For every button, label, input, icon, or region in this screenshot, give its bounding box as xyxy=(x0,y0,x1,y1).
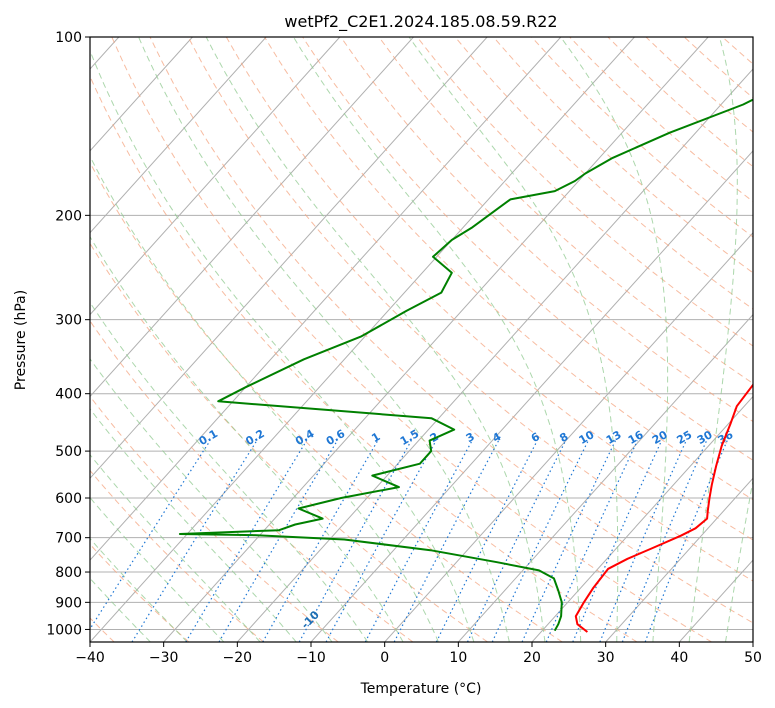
dry-adiabat-10 xyxy=(90,242,488,642)
isotherm--30 xyxy=(163,37,709,642)
isotherm-30 xyxy=(605,477,753,642)
x-tick-label: 30 xyxy=(597,650,615,666)
isotherm--100 xyxy=(90,37,193,152)
x-tick-label: −20 xyxy=(223,650,253,666)
y-tick-label: 100 xyxy=(55,30,82,46)
plot-area: -10 0.1 0.2 0.4 0.6 1 1.5 2 3 4 6 8 10 13 16 20 25 30 36 xyxy=(90,37,753,642)
moist-adiabat-15 xyxy=(138,37,510,642)
dry-adiabat--20 xyxy=(90,469,264,642)
moist-adiabat--20 xyxy=(90,453,261,642)
moist-adiabat-45 xyxy=(725,477,753,642)
x-tick-label: −40 xyxy=(75,650,105,666)
y-tick-label: 700 xyxy=(55,531,82,547)
mixing-ratio-lines xyxy=(90,440,728,642)
dry-adiabat-120 xyxy=(416,37,753,347)
moist-adiabat-20 xyxy=(205,37,546,642)
y-tick-label: 500 xyxy=(55,444,82,460)
mixing-ratio-line-6 xyxy=(435,440,538,642)
isotherm--60 xyxy=(90,37,488,480)
moist-adiabat--10 xyxy=(90,358,333,642)
y-tick-label: 800 xyxy=(55,565,82,581)
moist-adiabat--5 xyxy=(90,301,369,642)
mixing-ratio-line-36 xyxy=(644,440,728,642)
dry-adiabat-40 xyxy=(111,37,712,642)
moist-adiabat-40 xyxy=(688,37,738,642)
skewed-isotherm-gridlines xyxy=(90,37,753,642)
temperature-profile xyxy=(574,383,753,633)
x-tick-label: 50 xyxy=(744,650,762,666)
y-axis: 100 200 300 400 500 600 700 800 900 1000 xyxy=(46,30,90,638)
x-tick-label: −30 xyxy=(149,650,179,666)
y-tick-label: 300 xyxy=(55,313,82,329)
x-tick-label: 10 xyxy=(449,650,467,666)
y-tick-label: 600 xyxy=(55,491,82,507)
isotherm--80 xyxy=(90,37,341,316)
x-tick-label: 20 xyxy=(523,650,541,666)
x-tick-label: 0 xyxy=(380,650,389,666)
x-tick-label: −10 xyxy=(296,650,326,666)
sounding-profiles xyxy=(178,98,753,633)
mixing-ratio-line-8 xyxy=(466,440,567,642)
y-tick-label: 200 xyxy=(55,208,82,224)
mixing-ratio-line-10 xyxy=(491,440,589,642)
dry-adiabat-50 xyxy=(149,37,753,624)
mixing-ratio-line-4 xyxy=(393,440,500,642)
y-axis-label: Pressure (hPa) xyxy=(13,290,29,390)
dry-adiabat--30 xyxy=(90,543,190,642)
y-tick-label: 900 xyxy=(55,595,82,611)
mixing-ratio-line-2 xyxy=(325,440,437,642)
dewpoint-profile xyxy=(178,98,753,632)
isotherm--90 xyxy=(90,37,267,234)
isotherm--40 xyxy=(90,37,635,642)
mixing-ratio-line-0.6 xyxy=(218,440,338,642)
moist-adiabats xyxy=(90,37,753,642)
mixing-ratio-line-3 xyxy=(364,440,473,642)
isotherm--70 xyxy=(90,37,414,398)
isotherm--10 xyxy=(310,150,753,642)
isotherm-20 xyxy=(531,395,753,642)
dry-adiabat-20 xyxy=(90,161,563,642)
isotherm-0 xyxy=(384,231,753,642)
x-tick-label: 40 xyxy=(670,650,688,666)
moist-adiabat-5 xyxy=(90,155,439,642)
plot-frame xyxy=(89,36,754,643)
isotherm--20 xyxy=(236,68,753,642)
isotherm--50 xyxy=(90,37,562,561)
y-tick-label: 400 xyxy=(55,387,82,403)
mixing-ratio-line-30 xyxy=(621,440,708,642)
isotherm-10 xyxy=(457,313,753,642)
chart-title: wetPf2_C2E1.2024.185.08.59.R22 xyxy=(284,12,557,32)
moist-adiabat-35 xyxy=(560,37,669,642)
dry-adiabat-130 xyxy=(454,37,753,310)
mixing-ratio-line-0.4 xyxy=(185,440,308,642)
dry-adiabat-0 xyxy=(90,320,414,642)
x-axis: −40 −30 −20 −10 0 10 20 30 40 50 xyxy=(75,642,762,666)
dry-adiabat--10 xyxy=(90,395,339,642)
dry-adiabats xyxy=(90,37,753,642)
moist-adiabat-0 xyxy=(90,235,404,642)
mixing-ratio-line-1 xyxy=(262,440,379,642)
x-axis-label: Temperature (°C) xyxy=(360,681,482,697)
y-tick-label: 1000 xyxy=(46,622,82,638)
mixing-ratio-line-1.5 xyxy=(298,440,412,642)
mixing-ratio-line-0.2 xyxy=(131,440,258,642)
